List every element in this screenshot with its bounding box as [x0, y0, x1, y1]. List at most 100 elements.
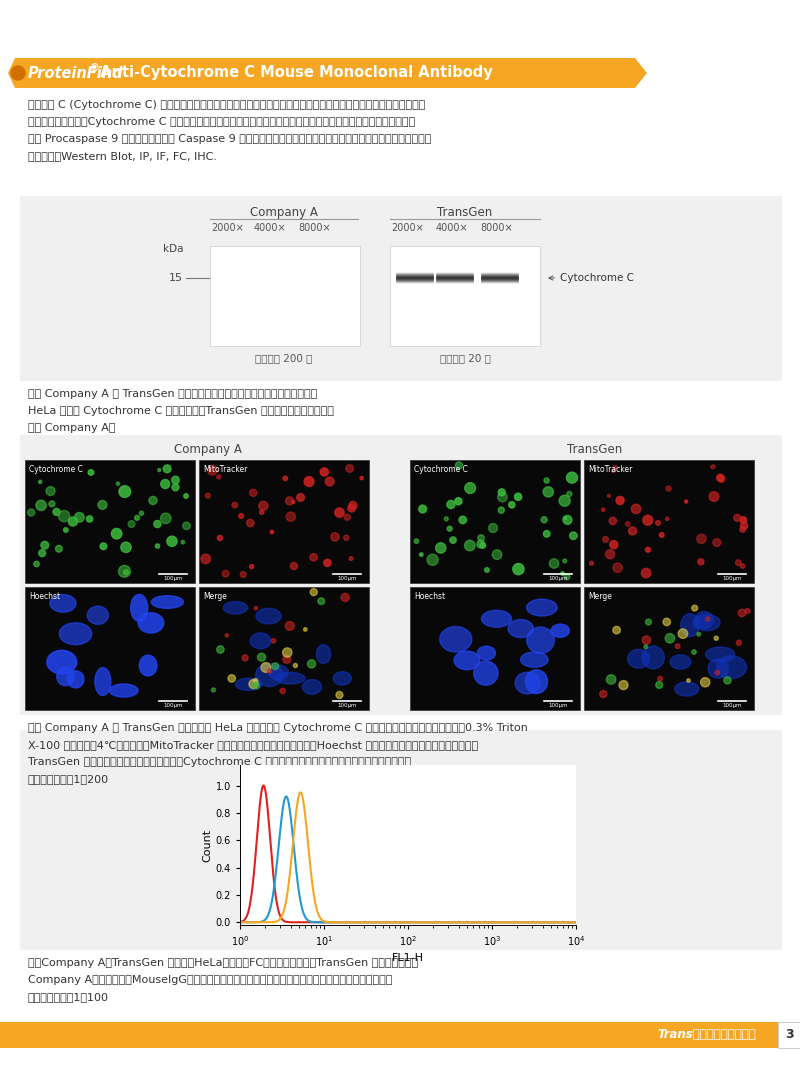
- Circle shape: [629, 527, 637, 535]
- Circle shape: [455, 462, 462, 469]
- Circle shape: [341, 593, 349, 602]
- Circle shape: [685, 500, 688, 503]
- Circle shape: [544, 478, 549, 483]
- Circle shape: [642, 568, 650, 578]
- Bar: [199, 460, 369, 583]
- Ellipse shape: [440, 627, 472, 652]
- Circle shape: [435, 543, 446, 553]
- Ellipse shape: [130, 594, 148, 621]
- Circle shape: [414, 539, 418, 543]
- Text: kDa: kDa: [162, 244, 183, 254]
- Bar: [20, 730, 782, 950]
- Circle shape: [741, 564, 745, 568]
- Circle shape: [232, 502, 238, 508]
- Circle shape: [98, 501, 107, 509]
- Circle shape: [163, 465, 171, 472]
- Circle shape: [492, 550, 502, 559]
- Circle shape: [240, 571, 246, 578]
- Bar: [199, 588, 369, 710]
- Circle shape: [561, 572, 564, 576]
- Circle shape: [550, 559, 558, 568]
- Circle shape: [734, 515, 741, 521]
- Text: 8000×: 8000×: [481, 223, 514, 233]
- Circle shape: [211, 687, 215, 692]
- Circle shape: [643, 515, 653, 526]
- Circle shape: [567, 491, 572, 496]
- Circle shape: [68, 517, 78, 526]
- Circle shape: [713, 539, 721, 546]
- Circle shape: [286, 513, 295, 521]
- Circle shape: [158, 468, 161, 471]
- Circle shape: [336, 692, 343, 698]
- Circle shape: [498, 507, 505, 514]
- Circle shape: [675, 644, 680, 648]
- Circle shape: [217, 475, 221, 479]
- Circle shape: [290, 563, 298, 570]
- Text: Hoechst: Hoechst: [414, 592, 445, 601]
- Circle shape: [600, 691, 607, 697]
- Circle shape: [225, 633, 229, 637]
- Circle shape: [222, 570, 229, 577]
- Circle shape: [612, 469, 615, 472]
- Text: 3: 3: [785, 1028, 794, 1041]
- Circle shape: [38, 480, 42, 483]
- Bar: [20, 195, 782, 381]
- Y-axis label: Count: Count: [203, 829, 213, 861]
- Circle shape: [626, 521, 630, 527]
- Text: 使用 Company A 和 TransGen 产品，检测 HeLa 细胞内源性 Cytochrome C 的定位。细胞采用多聚甲醇固定，0.3% Triton: 使用 Company A 和 TransGen 产品，检测 HeLa 细胞内源性…: [28, 723, 528, 733]
- Circle shape: [349, 557, 353, 560]
- Ellipse shape: [275, 672, 305, 684]
- Text: Trans．成就生命科学梦想: Trans．成就生命科学梦想: [658, 1028, 756, 1041]
- Circle shape: [606, 550, 614, 559]
- Circle shape: [563, 559, 566, 563]
- Circle shape: [663, 618, 670, 626]
- Ellipse shape: [526, 670, 547, 694]
- Circle shape: [718, 476, 725, 482]
- Circle shape: [11, 66, 25, 80]
- Circle shape: [74, 513, 84, 522]
- Ellipse shape: [695, 611, 714, 629]
- Circle shape: [267, 669, 272, 673]
- Ellipse shape: [151, 596, 183, 608]
- Text: 2000×: 2000×: [212, 223, 244, 233]
- Circle shape: [228, 674, 235, 682]
- Ellipse shape: [642, 646, 664, 669]
- Bar: [778, 1022, 800, 1048]
- Circle shape: [139, 512, 143, 516]
- Text: Merge: Merge: [203, 592, 227, 601]
- Circle shape: [715, 670, 719, 675]
- Bar: [0, 1022, 778, 1048]
- Circle shape: [348, 505, 355, 512]
- Text: 100μm: 100μm: [722, 576, 742, 581]
- Ellipse shape: [47, 651, 77, 674]
- Text: 4000×: 4000×: [254, 223, 286, 233]
- Circle shape: [270, 530, 274, 533]
- Circle shape: [63, 528, 68, 532]
- Circle shape: [271, 639, 276, 643]
- Circle shape: [149, 496, 157, 505]
- Circle shape: [155, 544, 160, 548]
- Circle shape: [697, 534, 706, 543]
- Circle shape: [418, 505, 426, 513]
- Text: Company A: Company A: [174, 443, 242, 456]
- Text: HeLa 细胞中 Cytochrome C 蛋白的表达，TransGen 产品抗体效价及条带强度: HeLa 细胞中 Cytochrome C 蛋白的表达，TransGen 产品抗…: [28, 406, 334, 416]
- Text: Cytochrome C: Cytochrome C: [414, 465, 468, 473]
- Circle shape: [167, 536, 177, 546]
- Ellipse shape: [717, 656, 746, 679]
- Text: Cytochrome C: Cytochrome C: [29, 465, 83, 473]
- Circle shape: [154, 520, 161, 528]
- Circle shape: [687, 679, 690, 682]
- Ellipse shape: [526, 599, 557, 616]
- Circle shape: [218, 535, 222, 541]
- Circle shape: [38, 550, 46, 557]
- Circle shape: [701, 678, 710, 687]
- Ellipse shape: [515, 672, 540, 694]
- Circle shape: [250, 490, 257, 496]
- Circle shape: [346, 465, 354, 472]
- Ellipse shape: [708, 659, 728, 679]
- Circle shape: [642, 636, 650, 644]
- Circle shape: [678, 629, 688, 639]
- Circle shape: [447, 501, 455, 508]
- Text: Hoechst: Hoechst: [29, 592, 60, 601]
- Circle shape: [283, 476, 287, 481]
